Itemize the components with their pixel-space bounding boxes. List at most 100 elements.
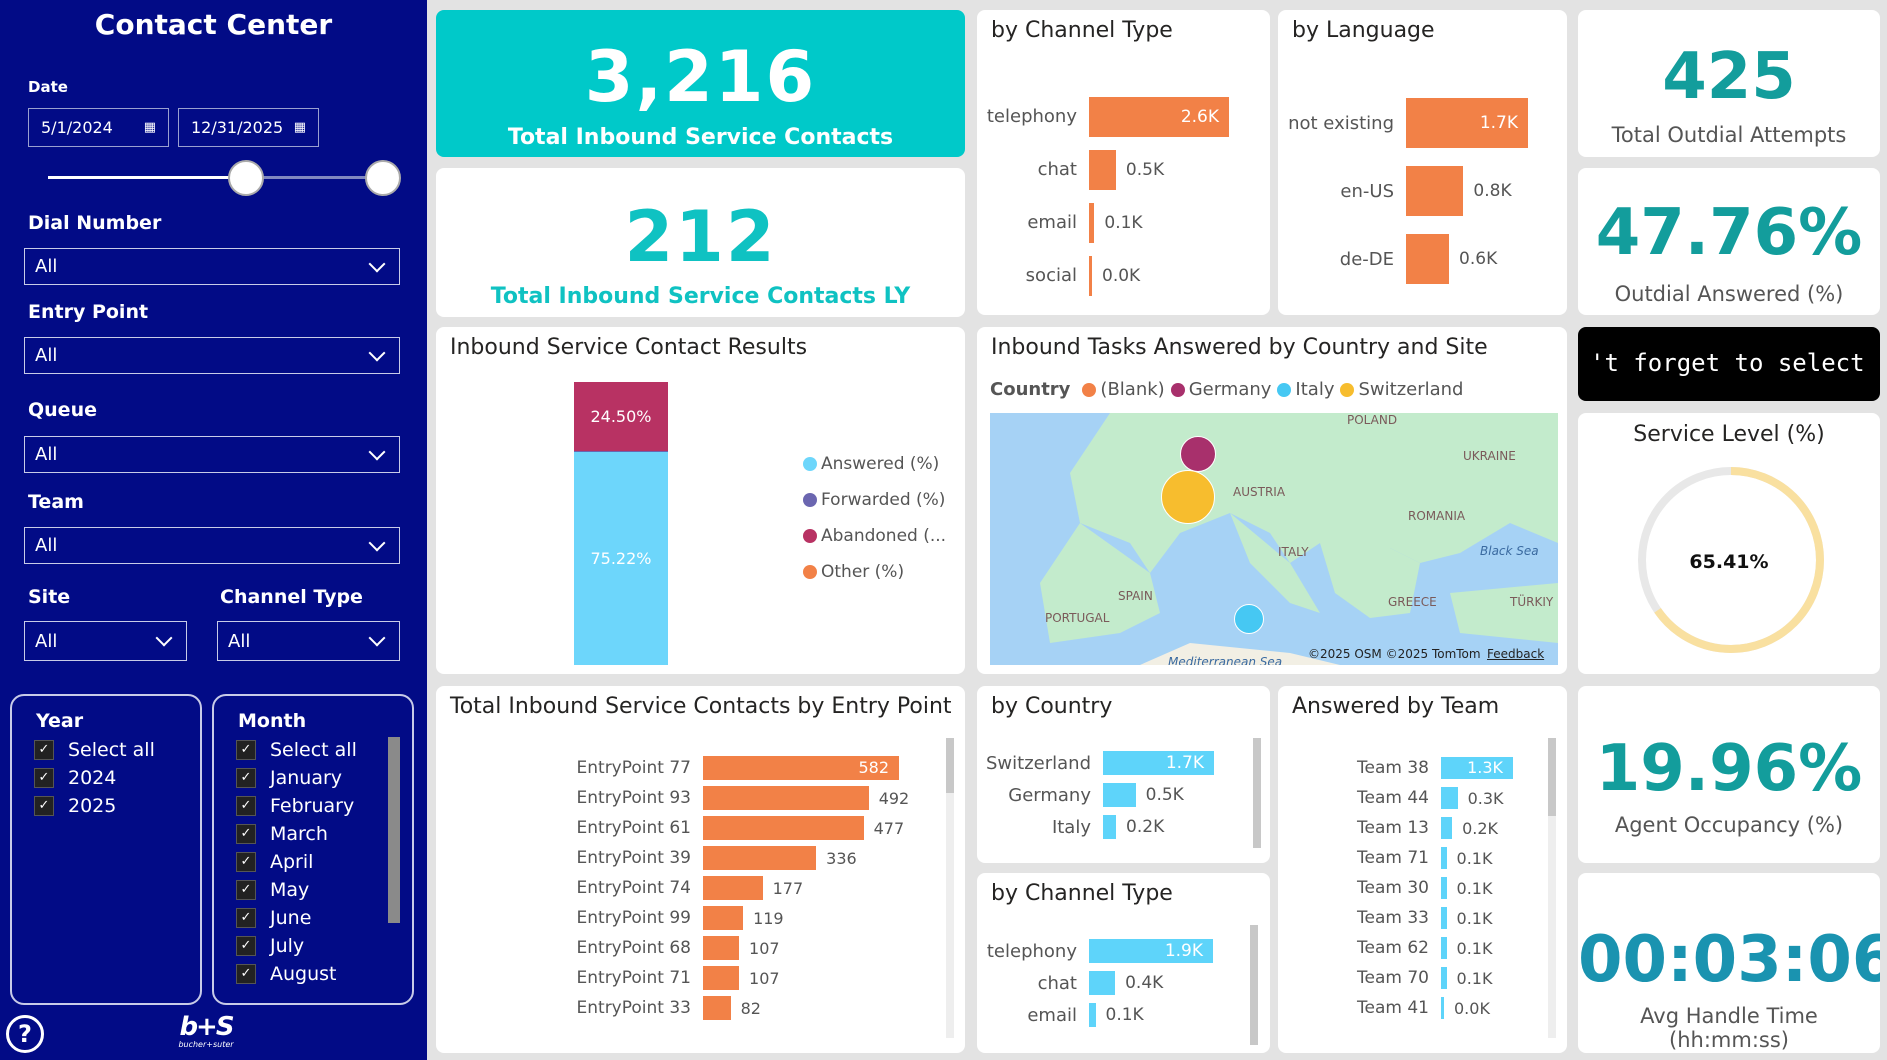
map-canvas[interactable]: POLAND UKRAINE AUSTRIA ROMANIA ITALY Black Se… [990, 413, 1558, 665]
dial-number-dropdown[interactable]: All [24, 248, 400, 285]
bar-row[interactable]: not existing 1.7K [1278, 89, 1567, 157]
checkbox-checked-icon[interactable]: ✓ [34, 740, 54, 760]
bar[interactable] [1441, 877, 1447, 899]
slicer-option[interactable]: ✓ January [236, 764, 412, 792]
bar-row[interactable]: EntryPoint 39 336 [436, 843, 916, 873]
bar-row[interactable]: email 0.1K [977, 196, 1267, 249]
checkbox-checked-icon[interactable]: ✓ [236, 908, 256, 928]
bar-row[interactable]: chat 0.5K [977, 143, 1267, 196]
bar[interactable] [1441, 937, 1447, 959]
date-start-input[interactable]: 5/1/2024 ▦ [28, 108, 169, 147]
bar-row[interactable]: EntryPoint 93 492 [436, 783, 916, 813]
checkbox-checked-icon[interactable]: ✓ [236, 796, 256, 816]
checkbox-checked-icon[interactable]: ✓ [236, 936, 256, 956]
bar-row[interactable]: EntryPoint 99 119 [436, 903, 916, 933]
bar[interactable] [1441, 907, 1447, 929]
checkbox-checked-icon[interactable]: ✓ [236, 880, 256, 900]
bar-row[interactable]: EntryPoint 74 177 [436, 873, 916, 903]
map-legend-item[interactable]: Switzerland [1340, 379, 1463, 400]
bar-row[interactable]: Germany 0.5K [977, 779, 1247, 811]
bar-row[interactable]: telephony 2.6K [977, 90, 1267, 143]
bar-row[interactable]: EntryPoint 71 107 [436, 963, 916, 993]
map-legend-item[interactable]: (Blank) [1082, 379, 1165, 400]
stacked-segment[interactable] [574, 451, 668, 453]
team-scrollbar-track[interactable] [1548, 738, 1556, 1038]
checkbox-checked-icon[interactable]: ✓ [236, 852, 256, 872]
bar[interactable] [1441, 817, 1453, 839]
bar-row[interactable]: telephony 1.9K [977, 935, 1247, 967]
checkbox-checked-icon[interactable]: ✓ [236, 824, 256, 844]
entry-point-scrollbar[interactable] [946, 738, 954, 793]
bar-row[interactable]: Team 70 0.1K [1278, 963, 1548, 993]
bar[interactable] [1406, 166, 1464, 216]
bar-row[interactable]: Team 33 0.1K [1278, 903, 1548, 933]
bar[interactable]: 1.9K [1089, 939, 1213, 963]
team-scrollbar[interactable] [1548, 738, 1556, 816]
bar-row[interactable]: EntryPoint 33 82 [436, 993, 916, 1023]
entry-point-dropdown[interactable]: All [24, 337, 400, 374]
slicer-option[interactable]: ✓ Select all [34, 736, 200, 764]
bar-row[interactable]: Team 71 0.1K [1278, 843, 1548, 873]
bar-row[interactable]: EntryPoint 77 582 [436, 753, 916, 783]
bar[interactable] [1441, 967, 1447, 989]
calendar-icon[interactable]: ▦ [143, 120, 156, 135]
map-feedback-link[interactable]: Feedback [1487, 647, 1545, 661]
bar[interactable] [703, 906, 744, 930]
bar-row[interactable]: Team 41 0.0K [1278, 993, 1548, 1023]
bar[interactable] [1406, 234, 1450, 284]
month-slicer-scrollbar[interactable] [388, 737, 400, 923]
bar-row[interactable]: Team 13 0.2K [1278, 813, 1548, 843]
checkbox-checked-icon[interactable]: ✓ [34, 796, 54, 816]
channel-type-dropdown[interactable]: All [217, 621, 400, 661]
bar[interactable] [1103, 783, 1136, 807]
bar-row[interactable]: EntryPoint 68 107 [436, 933, 916, 963]
bar[interactable]: 582 [703, 756, 899, 780]
date-end-input[interactable]: 12/31/2025 ▦ [178, 108, 319, 147]
italy-bubble[interactable] [1234, 604, 1264, 634]
checkbox-checked-icon[interactable]: ✓ [236, 964, 256, 984]
date-slider-end-handle[interactable] [365, 160, 401, 196]
bar[interactable]: 1.7K [1103, 751, 1214, 775]
bar[interactable]: 1.7K [1406, 98, 1528, 148]
bar-row[interactable]: Team 62 0.1K [1278, 933, 1548, 963]
legend-item[interactable]: Abandoned (... [803, 518, 946, 554]
bar-row[interactable]: Team 44 0.3K [1278, 783, 1548, 813]
team-dropdown[interactable]: All [24, 527, 400, 564]
bar[interactable] [703, 966, 740, 990]
site-dropdown[interactable]: All [24, 621, 187, 661]
bar[interactable] [1089, 971, 1116, 995]
slicer-option[interactable]: ✓ February [236, 792, 412, 820]
calendar-icon[interactable]: ▦ [293, 120, 306, 135]
germany-bubble[interactable] [1180, 436, 1216, 472]
country-scrollbar[interactable] [1253, 738, 1261, 848]
channel-type-scrollbar[interactable] [1250, 925, 1258, 1045]
map-legend-item[interactable]: Germany [1170, 379, 1271, 400]
bar[interactable] [703, 846, 817, 870]
bar-row[interactable]: Team 30 0.1K [1278, 873, 1548, 903]
bar-row[interactable]: en-US 0.8K [1278, 157, 1567, 225]
bar[interactable] [1089, 202, 1095, 243]
date-slider-start-handle[interactable] [227, 160, 264, 196]
bar[interactable] [1441, 997, 1444, 1019]
bar[interactable] [703, 936, 740, 960]
legend-item[interactable]: Answered (%) [803, 446, 946, 482]
bar-row[interactable]: de-DE 0.6K [1278, 225, 1567, 293]
bar[interactable] [1089, 1003, 1096, 1027]
bar-row[interactable]: Italy 0.2K [977, 811, 1247, 843]
bar-row[interactable]: email 0.1K [977, 999, 1247, 1031]
checkbox-checked-icon[interactable]: ✓ [236, 768, 256, 788]
bar[interactable]: 1.3K [1441, 757, 1513, 779]
bar[interactable] [1441, 847, 1447, 869]
slicer-option[interactable]: ✓ 2025 [34, 792, 200, 820]
bar[interactable] [1089, 255, 1092, 296]
help-icon[interactable]: ? [6, 1015, 44, 1053]
map-legend-item[interactable]: Italy [1277, 379, 1334, 400]
bar-row[interactable]: EntryPoint 61 477 [436, 813, 916, 843]
slicer-option[interactable]: ✓ April [236, 848, 412, 876]
switzerland-bubble[interactable] [1161, 470, 1215, 524]
slicer-option[interactable]: ✓ August [236, 960, 412, 988]
bar[interactable] [703, 996, 731, 1020]
entry-point-scrollbar-track[interactable] [946, 738, 954, 1038]
slicer-option[interactable]: ✓ June [236, 904, 412, 932]
stacked-segment[interactable]: 24.50% [574, 382, 668, 452]
